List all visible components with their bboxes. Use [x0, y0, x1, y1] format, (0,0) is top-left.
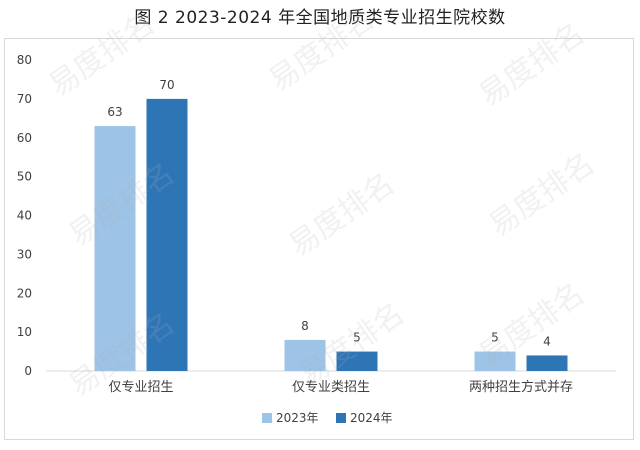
y-tick-label: 70 — [17, 92, 32, 106]
bar-2024 — [336, 351, 378, 371]
bar-2023 — [284, 339, 326, 371]
y-tick-label: 80 — [17, 53, 32, 67]
y-tick-label: 10 — [17, 325, 32, 339]
legend-label: 2023年 — [276, 411, 319, 425]
data-label: 4 — [543, 334, 551, 348]
y-tick-label: 0 — [24, 364, 32, 378]
data-label: 70 — [159, 78, 174, 92]
bar-2024 — [146, 98, 188, 371]
bar-2024 — [526, 355, 568, 371]
y-tick-label: 20 — [17, 286, 32, 300]
legend-label: 2024年 — [350, 411, 393, 425]
chart-title: 图 2 2023-2024 年全国地质类专业招生院校数 — [134, 8, 506, 28]
y-tick-label: 60 — [17, 131, 32, 145]
data-label: 5 — [491, 331, 499, 345]
data-label: 8 — [301, 319, 309, 333]
x-tick-label: 仅专业招生 — [108, 380, 173, 395]
legend-swatch — [262, 413, 272, 423]
x-tick-label: 仅专业类招生 — [292, 380, 370, 395]
legend-swatch — [336, 413, 346, 423]
bar-2023 — [474, 351, 516, 371]
bar-2023 — [94, 126, 136, 372]
data-label: 63 — [107, 105, 122, 119]
y-tick-label: 30 — [17, 247, 32, 261]
x-tick-label: 两种招生方式并存 — [469, 379, 573, 395]
y-tick-label: 50 — [17, 170, 32, 184]
data-label: 5 — [353, 331, 361, 345]
y-tick-label: 40 — [17, 209, 32, 223]
chart-frame — [4, 38, 634, 440]
